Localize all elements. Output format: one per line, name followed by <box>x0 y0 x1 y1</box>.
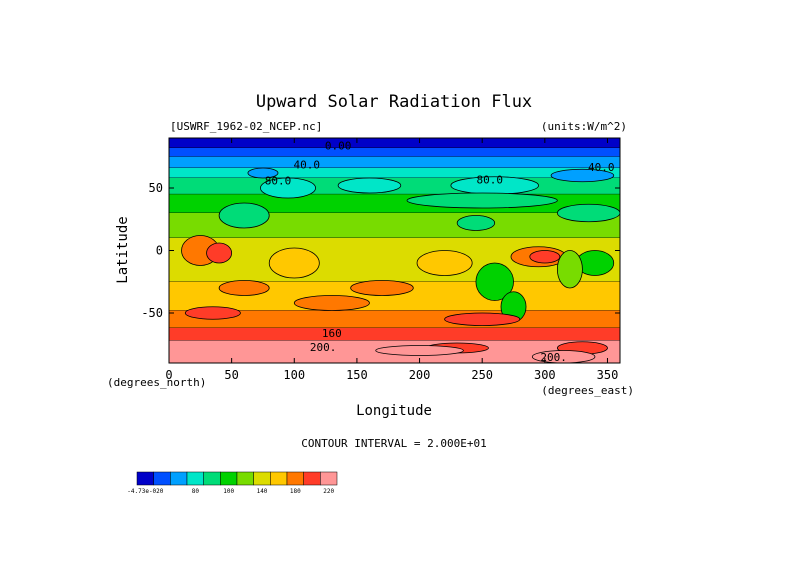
colorbar-label-1: 80 <box>192 488 200 495</box>
flux-region-8 <box>556 203 620 223</box>
flux-region-11 <box>268 247 320 279</box>
contour-label-7: 200. <box>540 351 567 364</box>
contour-label-2: 40.0 <box>588 161 615 174</box>
x-axis-label: Longitude <box>356 403 432 419</box>
y-tick-label-2: -50 <box>141 306 163 320</box>
flux-region-4 <box>550 168 615 183</box>
flux-region-25 <box>375 345 464 356</box>
x-tick-label-2: 100 <box>283 368 305 382</box>
dataset-label: [USWRF_1962-02_NCEP.nc] <box>170 120 322 133</box>
y-tick-label-1: 0 <box>156 244 163 258</box>
y-axis-ticks: 50 0 -50 <box>141 181 620 320</box>
colorbar-swatch-11 <box>320 471 338 486</box>
colorbar-swatch-6 <box>236 471 254 486</box>
colorbar-swatch-2 <box>170 471 188 486</box>
contour-interval: CONTOUR INTERVAL = 2.000E+01 <box>301 437 486 450</box>
x-tick-label-1: 50 <box>224 368 238 382</box>
y-axis-label: Latitude <box>115 216 131 283</box>
x-axis-ticks: 0 50 100 150 200 250 300 350 <box>165 138 618 382</box>
contour-label-3: 80.0 <box>265 175 292 188</box>
colorbar-label-2: 100 <box>223 488 234 495</box>
flux-region-19 <box>350 280 414 296</box>
units-label: (units:W/m^2) <box>541 120 627 133</box>
flux-band-10 <box>169 328 620 341</box>
x-tick-label-7: 350 <box>597 368 619 382</box>
flux-region-22 <box>184 306 241 320</box>
x-tick-label-3: 150 <box>346 368 368 382</box>
flux-band-0 <box>169 138 620 148</box>
flux-region-0 <box>247 167 279 179</box>
flux-region-2 <box>337 177 402 194</box>
chart-title: Upward Solar Radiation Flux <box>256 92 532 112</box>
flux-region-27 <box>531 350 596 363</box>
colorbar-label-0: -4.73e-020 <box>127 488 164 495</box>
flux-band-3 <box>169 168 620 178</box>
x-unit-label: (degrees_east) <box>541 384 634 397</box>
colorbar <box>136 471 338 486</box>
flux-region-6 <box>456 215 496 231</box>
x-tick-label-4: 200 <box>409 368 431 382</box>
flux-region-17 <box>475 262 514 301</box>
contour-label-6: 200. <box>310 341 337 354</box>
contour-label-1: 40.0 <box>294 158 321 171</box>
colorbar-swatch-0 <box>136 471 154 486</box>
colorbar-swatch-4 <box>203 471 221 486</box>
flux-band-2 <box>169 156 620 168</box>
y-unit-label: (degrees_north) <box>107 376 206 389</box>
colorbar-swatch-3 <box>186 471 204 486</box>
flux-region-5 <box>218 202 270 229</box>
colorbar-label-3: 140 <box>257 488 268 495</box>
contour-label-0: 0.00 <box>325 140 352 153</box>
y-tick-label-0: 50 <box>149 181 163 195</box>
flux-region-20 <box>218 280 270 296</box>
x-tick-label-0: 0 <box>165 368 172 382</box>
colorbar-labels: -4.73e-020 80 100 140 180 220 <box>127 488 334 495</box>
colorbar-swatch-8 <box>270 471 288 486</box>
colorbar-swatch-1 <box>153 471 171 486</box>
flux-region-16 <box>556 250 583 289</box>
colorbar-swatch-9 <box>286 471 304 486</box>
contour-label-4: 80.0 <box>476 173 503 186</box>
flux-region-23 <box>444 312 521 326</box>
x-tick-label-6: 300 <box>534 368 556 382</box>
contour-label-5: 160 <box>322 327 342 340</box>
flux-band-1 <box>169 148 620 157</box>
colorbar-swatch-5 <box>220 471 238 486</box>
flux-region-7 <box>406 192 558 209</box>
x-tick-label-5: 250 <box>471 368 493 382</box>
flux-region-21 <box>293 295 370 311</box>
colorbar-label-4: 180 <box>290 488 301 495</box>
flux-field <box>169 138 620 363</box>
colorbar-swatch-7 <box>253 471 271 486</box>
colorbar-swatch-10 <box>303 471 321 486</box>
flux-region-10 <box>206 242 233 264</box>
colorbar-label-5: 220 <box>323 488 334 495</box>
flux-region-12 <box>416 250 473 276</box>
flux-region-1 <box>260 177 316 199</box>
flux-region-14 <box>529 250 561 264</box>
